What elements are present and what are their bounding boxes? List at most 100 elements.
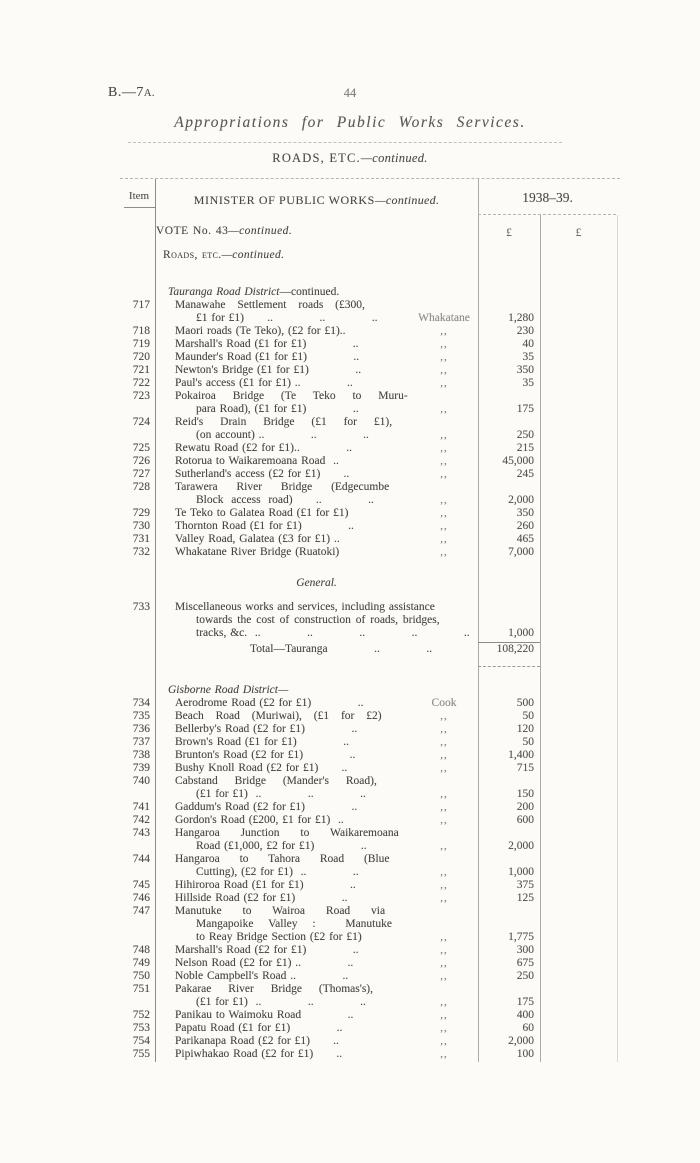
description-text: Manutuke to Wairoa Road via — [175, 905, 386, 917]
table-row: 739 Bushy Knoll Road (£2 for £1) ..,, 715 — [133, 762, 617, 775]
table-row: 732 Whakatane River Bridge (Ruatoki),, 7,0… — [133, 546, 617, 559]
table-row: 728 Tarawera River Bridge (Edgecumbe — [133, 481, 617, 494]
item-number: 739 — [132, 762, 150, 774]
item-number: 723 — [132, 390, 150, 402]
amount-col1: 45,000 — [502, 455, 534, 467]
amount-col1: 375 — [516, 879, 534, 891]
description: VOTE No. 43—continued. — [155, 225, 478, 238]
item-number: 746 — [132, 892, 150, 904]
table-row: 735 Beach Road (Muriwai), (£1 for £2),, 50 — [133, 710, 617, 723]
ditto-mark: ,, — [440, 996, 448, 1008]
description-text: Noble Campbell's Road .. .. — [175, 970, 349, 982]
item-number: 752 — [132, 1009, 150, 1021]
table-row: 743 Hangaroa Junction to Waikaremoana — [133, 827, 617, 840]
description: Mangapoike Valley : Manutuke — [155, 918, 478, 931]
ditto-mark: ,, — [440, 364, 448, 376]
description: (on account) .. .. .. — [155, 429, 478, 442]
description-text: Hihiroroa Road (£1 for £1) .. — [175, 879, 356, 891]
description: Brown's Road (£1 for £1) .. — [155, 736, 478, 749]
description-text: Roads, etc. — [163, 249, 222, 261]
description: General. — [155, 577, 478, 590]
table-row: (£1 for £1) .. .. ..,, 175 — [155, 996, 617, 1009]
table-row: 720 Maunder's Road (£1 for £1) ..,, 35 — [133, 351, 617, 364]
table-row: 721 Newton's Bridge (£1 for £1) ..,, 350 — [133, 364, 617, 377]
amount-col1: 715 — [516, 762, 534, 774]
amount-col1: 1,775 — [508, 931, 534, 943]
amount-col1: 1,000 — [508, 627, 534, 639]
description-text: to Reay Bridge Section (£2 for £1) — [196, 931, 362, 943]
table-row: 751 Pakarae River Bridge (Thomas's), — [133, 983, 617, 996]
description: Block access road) .. .. — [155, 494, 478, 507]
description: Parikanapa Road (£2 for £1) .. — [155, 1035, 478, 1048]
currency-symbol-col2: £ — [575, 227, 582, 239]
description-text: VOTE No. 43 — [156, 225, 229, 237]
table-row: 730 Thornton Road (£1 for £1) ..,, 260 — [133, 520, 617, 533]
table-row: 731 Valley Road, Galatea (£3 for £1) ..,,… — [133, 533, 617, 546]
table-row: 750 Noble Campbell's Road .. ..,, 250 — [133, 970, 617, 983]
description: Bushy Knoll Road (£2 for £1) .. — [155, 762, 478, 775]
table-row: towards the cost of construction of road… — [155, 614, 617, 627]
table-row: General. — [155, 577, 617, 590]
description-text: Maori roads (Te Teko), (£2 for £1).. — [175, 325, 346, 337]
ditto-mark: ,, — [440, 931, 448, 943]
item-number: 718 — [132, 325, 150, 337]
table-row: VOTE No. 43—continued. — [155, 225, 617, 238]
ditto-mark: ,, — [440, 866, 448, 878]
description-text: Pipiwhakao Road (£2 for £1) .. — [175, 1048, 343, 1060]
table-row: to Reay Bridge Section (£2 for £1),, 1,77… — [155, 931, 617, 944]
ditto-mark: ,, — [440, 338, 448, 350]
item-number: 747 — [132, 905, 150, 917]
table-row: 719 Marshall's Road (£1 for £1) ..,, 40 — [133, 338, 617, 351]
amount-col1: 120 — [516, 723, 534, 735]
ditto-mark: ,, — [440, 520, 448, 532]
item-number: 719 — [132, 338, 150, 350]
description: Hillside Road (£2 for £1) .. — [155, 892, 478, 905]
document-reference: B.—7A. — [108, 85, 156, 100]
ditto-mark: ,, — [440, 1048, 448, 1060]
table-row: 734 Aerodrome Road (£2 for £1) .. Cook 500 — [133, 697, 617, 710]
description-text: Pokairoa Bridge (Te Teko to Muru- — [175, 390, 408, 402]
description: Roads, etc.—continued. — [155, 249, 478, 262]
table-row: 749 Nelson Road (£2 for £1) .. ..,, 675 — [133, 957, 617, 970]
amount-col1: 175 — [516, 403, 534, 415]
item-number: 730 — [132, 520, 150, 532]
description-text: Parikanapa Road (£2 for £1) .. — [175, 1035, 339, 1047]
description-text: Total—Tauranga .. .. .. — [250, 643, 478, 655]
description-text: Manawahe Settlement roads (£300, — [175, 299, 365, 311]
item-number: 755 — [132, 1048, 150, 1060]
ditto-mark: ,, — [440, 736, 448, 748]
description: Newton's Bridge (£1 for £1) .. — [155, 364, 478, 377]
table-spacer — [155, 590, 617, 601]
description-text: Road (£1,000, £2 for £1) .. — [196, 840, 367, 852]
description: Gaddum's Road (£2 for £1) .. — [155, 801, 478, 814]
page-title: Appropriations for Public Works Services… — [174, 114, 526, 131]
amount-col1: 350 — [516, 364, 534, 376]
ditto-mark: ,, — [440, 1022, 448, 1034]
table-row: 725 Rewatu Road (£2 for £1).. ..,, 215 — [133, 442, 617, 455]
minister-heading: MINISTER OF PUBLIC WORKS—continued. — [193, 193, 440, 207]
item-number: 753 — [132, 1022, 150, 1034]
description: Gordon's Road (£200, £1 for £1) .. — [155, 814, 478, 827]
table-row: Mangapoike Valley : Manutuke — [155, 918, 617, 931]
item-column-header: Item — [128, 190, 150, 202]
amount-col1: 2,000 — [508, 1035, 534, 1047]
item-number: 727 — [132, 468, 150, 480]
description: Pokairoa Bridge (Te Teko to Muru- — [155, 390, 478, 403]
section-heading: ROADS, ETC.—continued. — [272, 151, 428, 165]
table-row: 753 Papatu Road (£1 for £1) ..,, 60 — [133, 1022, 617, 1035]
description: Rotorua to Waikaremoana Road .. — [155, 455, 478, 468]
ditto-mark: ,, — [440, 325, 448, 337]
description: Total—Tauranga .. .. .. — [155, 643, 478, 656]
total-rule-top — [478, 642, 540, 643]
description-text: Newton's Bridge (£1 for £1) .. — [175, 364, 362, 376]
amount-col1: 250 — [516, 429, 534, 441]
description: to Reay Bridge Section (£2 for £1) — [155, 931, 478, 944]
item-number: 725 — [132, 442, 150, 454]
table-row: 718 Maori roads (Te Teko), (£2 for £1)..,… — [133, 325, 617, 338]
table-row: 729 Te Teko to Galatea Road (£1 for £1),,… — [133, 507, 617, 520]
description-text: Hangaroa Junction to Waikaremoana — [175, 827, 399, 839]
description: Cabstand Bridge (Mander's Road), — [155, 775, 478, 788]
table-spacer — [155, 238, 617, 249]
ditto-mark: ,, — [440, 710, 448, 722]
